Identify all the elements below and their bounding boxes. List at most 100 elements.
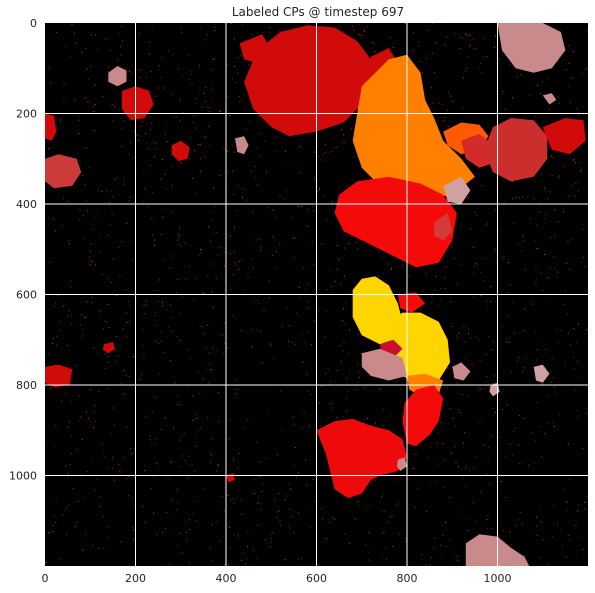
noise-speckle bbox=[155, 95, 157, 97]
noise-speckle bbox=[162, 352, 164, 354]
noise-speckle bbox=[260, 156, 262, 157]
y-tick-label: 600 bbox=[16, 289, 37, 302]
noise-speckle bbox=[325, 144, 327, 146]
noise-speckle bbox=[316, 145, 318, 147]
noise-speckle bbox=[518, 197, 520, 199]
noise-speckle bbox=[129, 239, 131, 241]
noise-speckle bbox=[167, 478, 169, 480]
noise-speckle bbox=[195, 436, 197, 438]
noise-speckle bbox=[422, 72, 423, 74]
noise-speckle bbox=[578, 504, 580, 506]
noise-speckle bbox=[503, 255, 505, 257]
noise-speckle bbox=[234, 388, 236, 390]
noise-speckle bbox=[53, 305, 55, 307]
noise-speckle bbox=[551, 359, 553, 361]
noise-speckle bbox=[75, 365, 77, 367]
noise-speckle bbox=[69, 243, 70, 245]
noise-speckle bbox=[480, 271, 482, 273]
noise-speckle bbox=[296, 477, 298, 479]
noise-speckle bbox=[263, 309, 265, 311]
noise-speckle bbox=[332, 292, 334, 293]
noise-speckle bbox=[565, 290, 566, 292]
noise-speckle bbox=[114, 350, 116, 351]
noise-speckle bbox=[96, 49, 98, 51]
noise-speckle bbox=[102, 328, 104, 330]
noise-speckle bbox=[209, 107, 211, 109]
noise-speckle bbox=[580, 377, 582, 378]
noise-speckle bbox=[237, 269, 239, 271]
noise-speckle bbox=[473, 467, 475, 469]
noise-speckle bbox=[459, 412, 461, 414]
noise-speckle bbox=[66, 363, 68, 365]
noise-speckle bbox=[236, 210, 238, 212]
noise-speckle bbox=[60, 558, 62, 560]
noise-speckle bbox=[165, 417, 166, 419]
noise-speckle bbox=[350, 238, 352, 240]
noise-speckle bbox=[580, 171, 582, 173]
noise-speckle bbox=[201, 292, 203, 294]
noise-speckle bbox=[233, 473, 235, 474]
noise-speckle bbox=[301, 557, 302, 559]
noise-speckle bbox=[241, 499, 243, 501]
noise-speckle bbox=[220, 110, 222, 112]
noise-speckle bbox=[177, 403, 179, 405]
noise-speckle bbox=[577, 190, 579, 192]
noise-speckle bbox=[180, 245, 182, 247]
noise-speckle bbox=[559, 102, 560, 104]
noise-speckle bbox=[170, 165, 172, 167]
noise-speckle bbox=[445, 266, 447, 268]
noise-speckle bbox=[444, 44, 446, 46]
noise-speckle bbox=[544, 254, 545, 255]
noise-speckle bbox=[222, 334, 223, 336]
noise-speckle bbox=[107, 235, 109, 237]
noise-speckle bbox=[383, 532, 385, 534]
noise-speckle bbox=[56, 386, 58, 388]
noise-speckle bbox=[437, 304, 439, 306]
noise-speckle bbox=[118, 247, 120, 249]
cp-region bbox=[121, 86, 154, 121]
noise-speckle bbox=[131, 497, 133, 499]
cp-region bbox=[45, 154, 82, 189]
noise-speckle bbox=[307, 390, 309, 392]
noise-speckle bbox=[315, 445, 317, 447]
noise-speckle bbox=[165, 309, 167, 311]
noise-speckle bbox=[253, 479, 255, 481]
noise-speckle bbox=[357, 364, 358, 366]
noise-speckle bbox=[342, 350, 344, 352]
noise-speckle bbox=[307, 330, 309, 332]
noise-speckle bbox=[327, 367, 329, 369]
noise-speckle bbox=[139, 70, 141, 71]
noise-speckle bbox=[230, 235, 232, 237]
noise-speckle bbox=[486, 519, 488, 520]
noise-speckle bbox=[444, 288, 446, 290]
noise-speckle bbox=[299, 172, 301, 174]
noise-speckle bbox=[488, 336, 489, 338]
noise-speckle bbox=[577, 112, 579, 114]
noise-speckle bbox=[440, 544, 442, 546]
noise-speckle bbox=[128, 200, 130, 202]
noise-speckle bbox=[233, 502, 235, 504]
noise-speckle bbox=[145, 76, 147, 78]
noise-speckle bbox=[479, 422, 481, 424]
noise-speckle bbox=[62, 514, 64, 516]
noise-speckle bbox=[180, 99, 181, 101]
noise-speckle bbox=[189, 136, 191, 138]
noise-speckle bbox=[123, 177, 125, 179]
noise-speckle bbox=[99, 234, 101, 236]
noise-speckle bbox=[488, 386, 490, 388]
noise-speckle bbox=[498, 58, 500, 59]
noise-speckle bbox=[215, 232, 217, 233]
noise-speckle bbox=[312, 478, 314, 480]
noise-speckle bbox=[126, 478, 128, 480]
x-tick-label: 200 bbox=[125, 572, 146, 585]
noise-speckle bbox=[155, 142, 157, 144]
noise-speckle bbox=[85, 148, 87, 149]
noise-speckle bbox=[358, 23, 360, 25]
noise-speckle bbox=[519, 415, 520, 417]
noise-speckle bbox=[471, 364, 473, 365]
noise-speckle bbox=[78, 133, 80, 135]
noise-speckle bbox=[547, 564, 549, 566]
noise-speckle bbox=[196, 520, 198, 522]
noise-speckle bbox=[285, 495, 287, 497]
noise-speckle bbox=[534, 239, 536, 241]
